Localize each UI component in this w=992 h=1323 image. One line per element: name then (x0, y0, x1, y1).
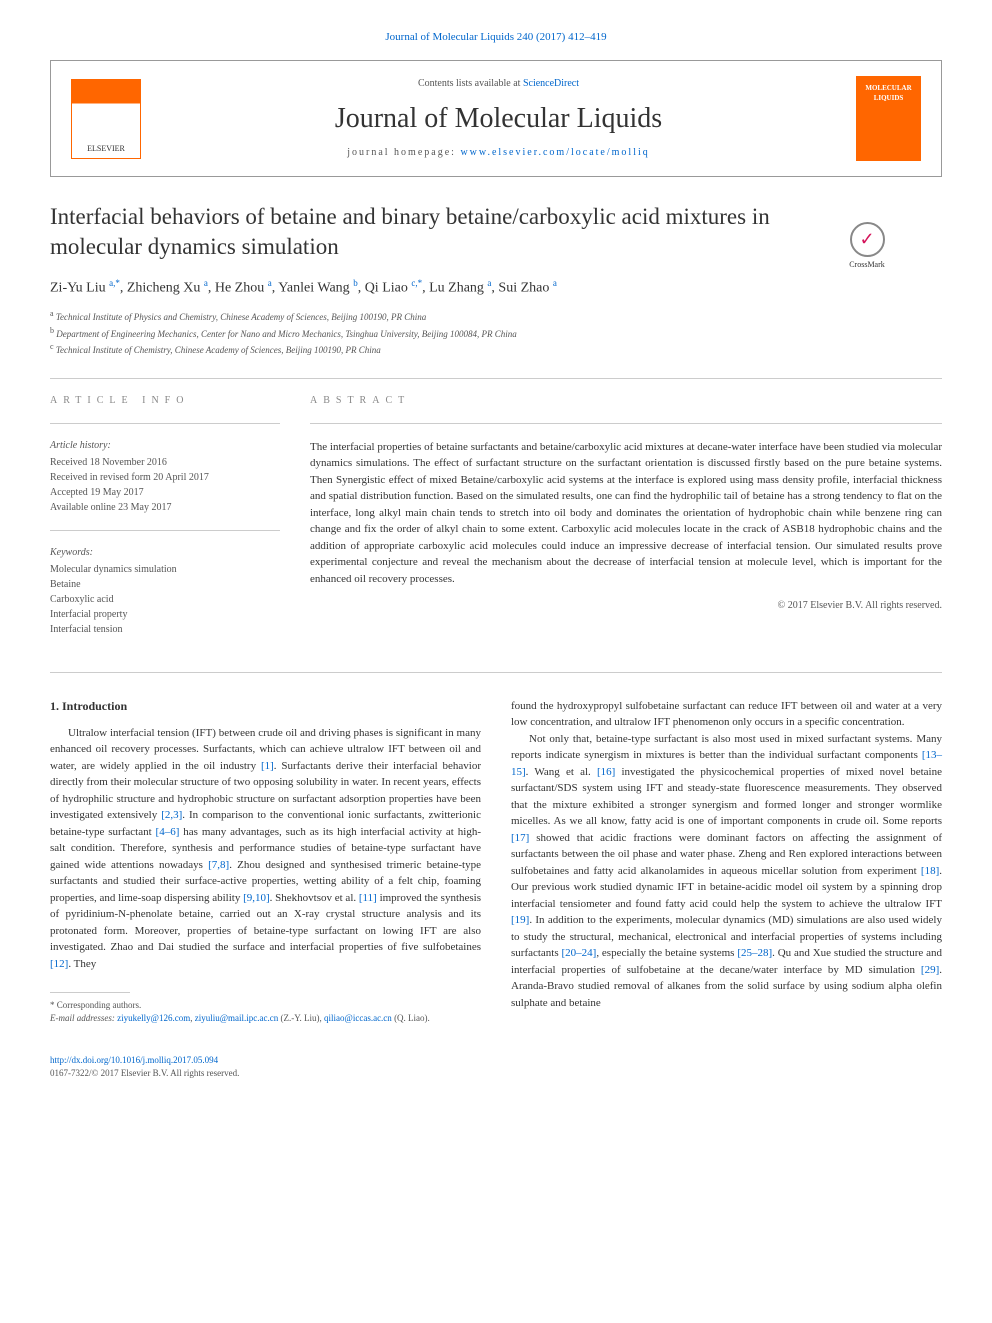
contents-available-line: Contents lists available at ScienceDirec… (141, 77, 856, 91)
doi-link[interactable]: http://dx.doi.org/10.1016/j.molliq.2017.… (50, 1055, 218, 1065)
journal-cover-text: MOLECULAR LIQUIDS (856, 84, 921, 104)
journal-header: ELSEVIER Contents lists available at Sci… (50, 60, 942, 177)
journal-cover-thumbnail: MOLECULAR LIQUIDS (856, 76, 921, 161)
crossmark-icon: ✓ (850, 222, 885, 257)
footnote-separator (50, 992, 130, 993)
history-lines: Received 18 November 2016Received in rev… (50, 455, 280, 515)
abstract-copyright: © 2017 Elsevier B.V. All rights reserved… (310, 599, 942, 613)
divider (50, 378, 942, 379)
email-line: E-mail addresses: ziyukelly@126.com, ziy… (50, 1012, 481, 1025)
intro-paragraph-2: found the hydroxypropyl sulfobetaine sur… (511, 698, 942, 731)
contents-prefix: Contents lists available at (418, 78, 523, 89)
citation-link[interactable]: Journal of Molecular Liquids 240 (2017) … (385, 31, 606, 43)
intro-paragraph-3: Not only that, betaine-type surfactant i… (511, 731, 942, 1012)
article-history-block: Article history: Received 18 November 20… (50, 439, 280, 515)
journal-name: Journal of Molecular Liquids (141, 99, 856, 138)
header-center: Contents lists available at ScienceDirec… (141, 77, 856, 160)
issn-copyright: 0167-7322/© 2017 Elsevier B.V. All right… (50, 1068, 239, 1078)
crossmark-label: CrossMark (849, 259, 885, 270)
intro-paragraph-1: Ultralow interfacial tension (IFT) betwe… (50, 725, 481, 973)
introduction-heading: 1. Introduction (50, 698, 481, 715)
abstract-column: ABSTRACT The interfacial properties of b… (310, 394, 942, 652)
affiliation-list: a Technical Institute of Physics and Che… (50, 308, 942, 358)
journal-citation: Journal of Molecular Liquids 240 (2017) … (50, 30, 942, 45)
page-footer: http://dx.doi.org/10.1016/j.molliq.2017.… (50, 1054, 942, 1079)
homepage-link[interactable]: www.elsevier.com/locate/molliq (460, 147, 649, 158)
divider (50, 672, 942, 673)
email-label: E-mail addresses: (50, 1013, 115, 1023)
history-label: Article history: (50, 439, 280, 453)
crossmark-badge[interactable]: ✓ CrossMark (842, 222, 892, 272)
abstract-heading: ABSTRACT (310, 394, 942, 408)
divider (50, 423, 280, 424)
body-columns: 1. Introduction Ultralow interfacial ten… (50, 698, 942, 1024)
author-list: Zi-Yu Liu a,*, Zhicheng Xu a, He Zhou a,… (50, 277, 942, 298)
email-addresses: ziyukelly@126.com, ziyuliu@mail.ipc.ac.c… (115, 1013, 430, 1023)
keywords-label: Keywords: (50, 546, 280, 560)
keywords-block: Keywords: Molecular dynamics simulationB… (50, 546, 280, 637)
article-info-heading: ARTICLE INFO (50, 394, 280, 408)
divider (50, 530, 280, 531)
sciencedirect-link[interactable]: ScienceDirect (523, 78, 579, 89)
corresponding-author-note: * Corresponding authors. E-mail addresse… (50, 999, 481, 1024)
elsevier-logo: ELSEVIER (71, 79, 141, 159)
homepage-line: journal homepage: www.elsevier.com/locat… (141, 146, 856, 160)
body-column-right: found the hydroxypropyl sulfobetaine sur… (511, 698, 942, 1024)
abstract-text: The interfacial properties of betaine su… (310, 439, 942, 588)
elsevier-logo-text: ELSEVIER (87, 143, 125, 154)
homepage-prefix: journal homepage: (347, 147, 460, 158)
article-title: Interfacial behaviors of betaine and bin… (50, 202, 830, 262)
corresponding-label: * Corresponding authors. (50, 999, 481, 1012)
article-info-column: ARTICLE INFO Article history: Received 1… (50, 394, 280, 652)
keywords-lines: Molecular dynamics simulationBetaineCarb… (50, 562, 280, 637)
divider (310, 423, 942, 424)
meta-abstract-row: ARTICLE INFO Article history: Received 1… (50, 394, 942, 652)
body-column-left: 1. Introduction Ultralow interfacial ten… (50, 698, 481, 1024)
